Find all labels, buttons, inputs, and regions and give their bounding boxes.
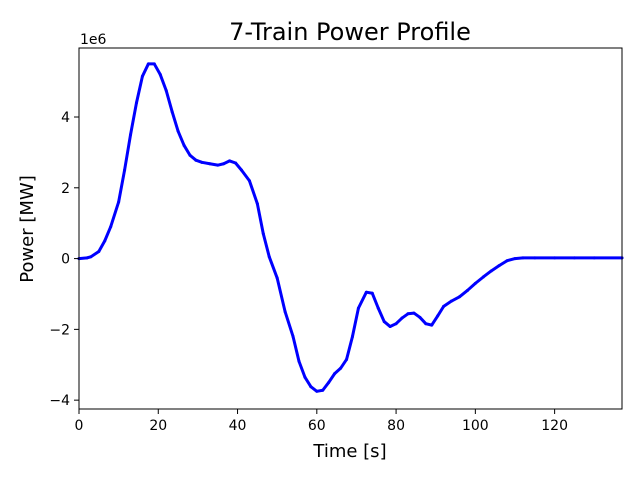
- data-point: [216, 163, 220, 167]
- data-point: [592, 256, 596, 260]
- data-point: [247, 179, 251, 183]
- data-point: [200, 160, 204, 164]
- x-axis: 0 20 40 60 80 100 120: [75, 409, 568, 434]
- data-point: [497, 264, 501, 268]
- data-point: [418, 315, 422, 319]
- data-point: [382, 320, 386, 324]
- y-axis-label: Power [MW]: [17, 175, 38, 283]
- data-point: [158, 73, 162, 77]
- data-point: [442, 304, 446, 308]
- data-point: [152, 62, 156, 66]
- data-point: [339, 366, 343, 370]
- data-point: [327, 380, 331, 384]
- data-point: [89, 255, 93, 259]
- data-point: [309, 385, 313, 389]
- data-point: [345, 357, 349, 361]
- data-point: [400, 316, 404, 320]
- series-line: [77, 62, 624, 393]
- x-tick-label: 60: [308, 418, 326, 434]
- data-point: [321, 388, 325, 392]
- x-tick-label: 100: [462, 418, 489, 434]
- data-point: [228, 159, 232, 163]
- data-point: [182, 143, 186, 147]
- data-point: [481, 275, 485, 279]
- y-tick-label: 4: [61, 110, 70, 126]
- y-axis-offset-label: 1e6: [80, 32, 107, 48]
- y-tick-label: −4: [49, 393, 70, 409]
- data-point: [572, 256, 576, 260]
- chart-title: 7-Train Power Profile: [229, 18, 471, 46]
- data-point: [333, 372, 337, 376]
- x-axis-label: Time [s]: [312, 441, 386, 462]
- data-point: [553, 256, 557, 260]
- data-point: [473, 281, 477, 285]
- data-point: [370, 291, 374, 295]
- data-point: [176, 129, 180, 133]
- data-point: [450, 299, 454, 303]
- data-point: [255, 202, 259, 206]
- data-point: [297, 359, 301, 363]
- data-point: [513, 257, 517, 261]
- data-point: [129, 133, 133, 137]
- data-point: [388, 325, 392, 329]
- x-tick-label: 120: [541, 418, 568, 434]
- data-point: [170, 110, 174, 114]
- data-point: [134, 101, 138, 105]
- data-point: [465, 288, 469, 292]
- y-tick-label: −2: [49, 322, 70, 338]
- x-tick-label: 80: [387, 418, 405, 434]
- y-tick-label: 2: [61, 181, 70, 197]
- data-point: [146, 62, 150, 66]
- data-point: [376, 306, 380, 310]
- data-point: [240, 168, 243, 172]
- data-point: [208, 162, 212, 166]
- plot-area: [77, 62, 624, 393]
- data-point: [356, 306, 360, 310]
- data-point: [533, 256, 537, 260]
- data-point: [458, 295, 461, 299]
- data-point: [424, 322, 428, 326]
- data-point: [140, 74, 144, 78]
- data-point: [234, 161, 238, 165]
- data-point: [436, 314, 440, 318]
- data-point: [188, 153, 192, 157]
- data-point: [222, 162, 226, 166]
- data-point: [364, 290, 368, 294]
- data-point: [394, 322, 398, 326]
- data-point: [430, 323, 434, 327]
- data-point: [412, 311, 416, 315]
- x-tick-label: 0: [75, 418, 84, 434]
- data-point: [489, 269, 493, 273]
- data-point: [194, 158, 198, 162]
- data-point: [350, 334, 354, 338]
- data-point: [267, 255, 271, 259]
- y-axis: −4 −2 0 2 4: [49, 110, 79, 409]
- data-point: [521, 256, 525, 260]
- data-point: [291, 334, 295, 338]
- data-point: [109, 225, 113, 229]
- data-point: [261, 232, 265, 236]
- data-point: [97, 250, 101, 253]
- data-point: [164, 88, 168, 92]
- data-point: [123, 168, 127, 172]
- data-point: [85, 256, 89, 260]
- data-point: [117, 200, 121, 204]
- y-tick-label: 0: [61, 252, 70, 268]
- data-point: [406, 312, 410, 316]
- data-point: [283, 310, 287, 314]
- data-point: [103, 239, 107, 243]
- data-point: [315, 389, 319, 393]
- data-point: [275, 276, 279, 280]
- x-tick-label: 20: [149, 418, 167, 434]
- axes-frame: [78, 47, 623, 410]
- data-point: [505, 259, 509, 263]
- data-point: [303, 375, 307, 379]
- x-tick-label: 40: [229, 418, 247, 434]
